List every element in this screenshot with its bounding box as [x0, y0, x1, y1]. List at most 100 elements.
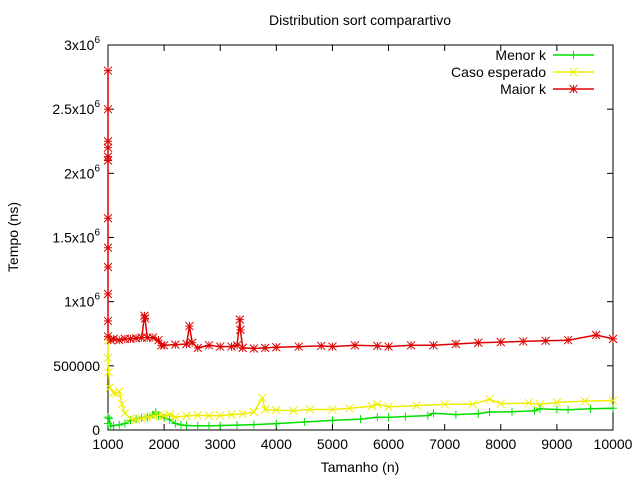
data-point — [591, 330, 601, 340]
data-point — [114, 335, 124, 345]
data-point — [412, 401, 421, 410]
data-point — [524, 398, 534, 408]
data-point — [105, 383, 115, 393]
data-point — [485, 394, 494, 404]
data-point — [140, 313, 150, 323]
data-point — [367, 401, 377, 411]
y-tick-label-exponent: 6 — [94, 228, 100, 239]
data-point — [316, 341, 326, 351]
data-point — [193, 343, 203, 353]
legend-label: Maior k — [500, 81, 547, 97]
x-tick-label: 8000 — [485, 436, 516, 452]
data-point — [120, 419, 129, 428]
data-point — [216, 421, 225, 430]
data-point — [103, 66, 113, 76]
y-tick-label: 500000 — [53, 358, 100, 374]
data-point — [608, 396, 618, 405]
legend-marker — [569, 51, 578, 59]
data-point — [260, 343, 270, 353]
data-point — [193, 410, 203, 420]
data-point — [257, 393, 267, 403]
x-tick-label: 4000 — [261, 436, 292, 452]
data-point — [328, 405, 337, 414]
data-point — [535, 399, 545, 409]
data-point — [384, 413, 393, 422]
y-axis-label: Tempo (ns) — [5, 202, 21, 272]
data-point — [350, 340, 360, 350]
data-point — [586, 404, 595, 413]
data-point — [580, 396, 590, 406]
data-point — [564, 405, 573, 414]
series-maior-k — [103, 66, 618, 353]
data-point — [451, 410, 460, 419]
data-point — [193, 421, 202, 430]
data-point — [233, 421, 242, 430]
data-point — [473, 338, 483, 348]
y-tick-label: 0 — [92, 422, 100, 438]
data-point — [530, 406, 539, 415]
data-point — [205, 421, 213, 430]
data-point — [496, 337, 506, 347]
data-point — [423, 411, 432, 420]
data-point — [105, 414, 114, 423]
data-point — [103, 143, 113, 153]
data-point — [171, 419, 180, 428]
plot-area — [107, 44, 614, 431]
data-point — [115, 420, 124, 429]
data-point — [176, 420, 185, 429]
x-tick-label: 9000 — [541, 436, 572, 452]
data-point — [373, 413, 382, 422]
data-point — [109, 334, 118, 344]
data-point — [552, 398, 562, 407]
legend-marker — [569, 67, 578, 77]
data-point — [249, 420, 258, 429]
x-tick-label: 5000 — [317, 436, 348, 452]
x-axis-label: Tamanho (n) — [321, 459, 400, 475]
data-point — [305, 405, 315, 414]
data-point — [508, 407, 516, 416]
legend-marker — [569, 84, 578, 94]
data-point — [117, 399, 127, 409]
data-point — [182, 421, 191, 430]
data-point — [159, 340, 169, 350]
data-point — [103, 289, 113, 299]
y-tick-label-base: 2x10 — [64, 165, 95, 181]
data-point — [552, 405, 561, 414]
data-point — [468, 399, 478, 409]
y-tick-label-exponent: 6 — [94, 163, 100, 174]
data-point — [238, 343, 248, 353]
data-point — [451, 339, 461, 349]
y-tick-label: 3x106 — [64, 35, 100, 53]
data-point — [126, 414, 135, 423]
data-point — [249, 344, 259, 353]
y-tick-label: 1x106 — [64, 292, 100, 310]
x-tick-label: 10000 — [594, 436, 633, 452]
data-point — [260, 405, 270, 414]
y-tick-label-exponent: 6 — [94, 292, 100, 303]
data-point — [356, 415, 365, 424]
data-point — [103, 243, 113, 253]
data-point — [401, 412, 410, 421]
data-point — [165, 410, 175, 419]
legend-label: Menor k — [495, 47, 547, 63]
data-point — [372, 399, 382, 409]
y-tick-label-exponent: 6 — [94, 99, 100, 110]
y-tick-label-base: 1x10 — [64, 294, 95, 310]
data-point — [215, 411, 225, 420]
data-point — [608, 334, 618, 344]
data-point — [518, 337, 528, 346]
y-tick-label-base: 2.5x10 — [52, 101, 94, 117]
x-tick-label: 7000 — [429, 436, 460, 452]
data-point — [159, 411, 169, 421]
data-point — [103, 316, 113, 326]
data-point — [103, 213, 113, 223]
data-point — [372, 341, 382, 351]
data-point — [131, 415, 141, 425]
data-point — [300, 418, 309, 427]
data-point — [429, 340, 438, 350]
y-tick-label-base: 0 — [92, 422, 100, 438]
data-point — [142, 412, 152, 422]
y-tick-label-exponent: 6 — [94, 35, 100, 46]
data-point — [474, 409, 483, 418]
